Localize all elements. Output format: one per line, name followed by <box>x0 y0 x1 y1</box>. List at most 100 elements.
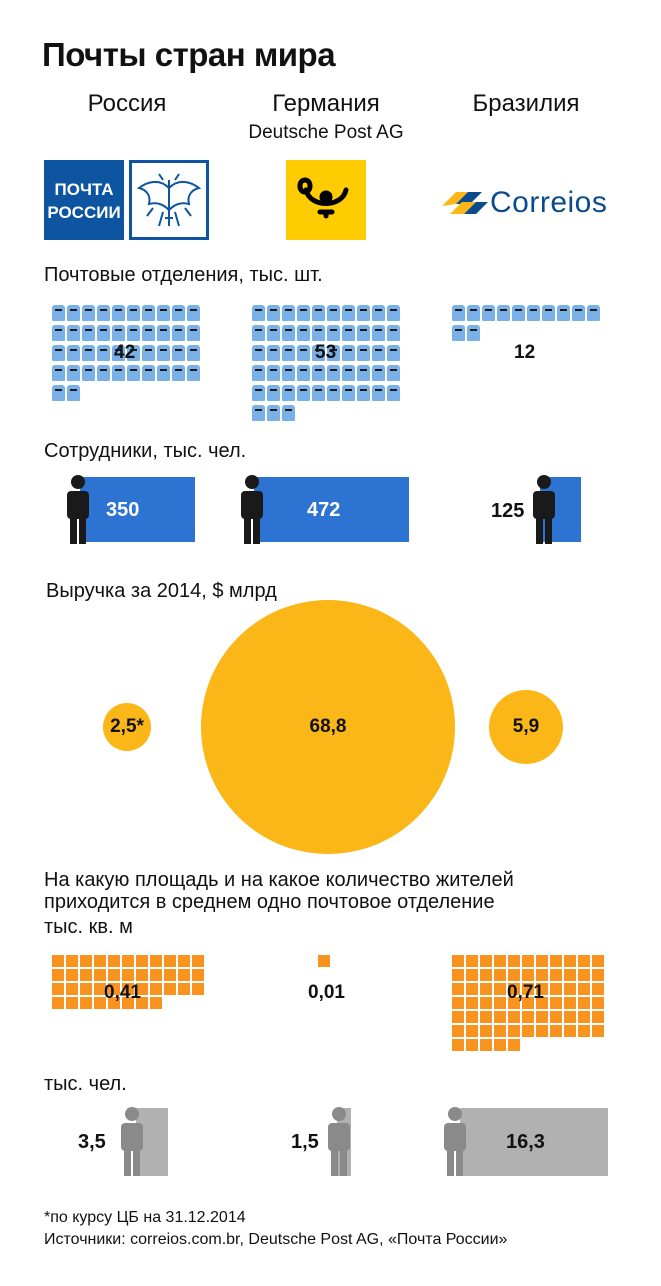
russian-eagle-emblem <box>129 160 209 240</box>
post-office-icon <box>67 365 80 381</box>
area-square <box>480 1039 492 1051</box>
area-square <box>592 983 604 995</box>
area-square <box>136 983 148 995</box>
area-square <box>94 955 106 967</box>
area-square <box>536 955 548 967</box>
post-office-icon <box>372 305 385 321</box>
area-square <box>564 983 576 995</box>
post-office-icon <box>357 365 370 381</box>
area-square <box>66 997 78 1009</box>
post-office-icon <box>187 325 200 341</box>
area-square <box>122 969 134 981</box>
area-square <box>592 1025 604 1037</box>
per-office-label-line1: На какую площадь и на какое количество ж… <box>44 869 514 891</box>
area-square <box>480 1011 492 1023</box>
area-square <box>578 1025 590 1037</box>
post-office-icon <box>282 405 295 421</box>
revenue-circle-russia: 2,5* <box>103 703 151 751</box>
post-office-icon <box>97 325 110 341</box>
person-icon-gray-brazil <box>441 1106 469 1178</box>
area-square <box>592 955 604 967</box>
post-office-icon <box>327 365 340 381</box>
post-office-icon <box>282 385 295 401</box>
area-square <box>508 1025 520 1037</box>
post-office-icon <box>297 305 310 321</box>
post-office-icon <box>252 305 265 321</box>
post-office-icon <box>327 385 340 401</box>
staff-bar-germany <box>254 477 409 542</box>
area-square <box>80 969 92 981</box>
area-square <box>192 955 204 967</box>
area-square <box>536 1025 548 1037</box>
offices-value-russia: 42 <box>114 342 136 363</box>
area-square <box>80 997 92 1009</box>
area-square <box>578 983 590 995</box>
post-office-icon <box>342 365 355 381</box>
revenue-circle-brazil: 5,9 <box>489 690 563 764</box>
area-square <box>466 997 478 1009</box>
area-square <box>164 955 176 967</box>
post-office-icon <box>52 305 65 321</box>
area-square <box>550 997 562 1009</box>
post-office-icon <box>342 385 355 401</box>
post-office-icon <box>97 345 110 361</box>
area-square <box>150 969 162 981</box>
area-square <box>578 997 590 1009</box>
person-icon-germany <box>238 474 266 546</box>
post-office-icon <box>82 325 95 341</box>
post-office-icon <box>312 345 325 361</box>
area-square <box>178 983 190 995</box>
post-office-icon <box>342 345 355 361</box>
area-square <box>522 969 534 981</box>
offices-section-label: Почтовые отделения, тыс. шт. <box>44 264 323 286</box>
revenue-value-germany: 68,8 <box>309 716 347 737</box>
correios-logo: Correios <box>442 182 618 226</box>
post-office-icon <box>282 365 295 381</box>
post-office-icon <box>297 365 310 381</box>
post-office-icon <box>542 305 555 321</box>
area-square <box>452 983 464 995</box>
post-office-icon <box>282 305 295 321</box>
post-office-icon <box>482 305 495 321</box>
post-office-icon <box>327 325 340 341</box>
area-square <box>550 955 562 967</box>
post-office-icon <box>342 305 355 321</box>
post-office-icon <box>312 325 325 341</box>
post-office-icon <box>372 345 385 361</box>
people-unit-label: тыс. чел. <box>44 1073 127 1095</box>
area-square <box>508 983 520 995</box>
person-icon-russia <box>64 474 92 546</box>
post-office-icon <box>327 305 340 321</box>
post-office-icon <box>267 365 280 381</box>
post-office-icon <box>127 325 140 341</box>
area-square <box>494 1025 506 1037</box>
area-square <box>480 983 492 995</box>
post-office-icon <box>67 325 80 341</box>
post-office-icon <box>267 325 280 341</box>
post-office-icon <box>157 325 170 341</box>
staff-section-label: Сотрудники, тыс. чел. <box>44 440 247 462</box>
post-office-icon <box>112 365 125 381</box>
page-title: Почты стран мира <box>42 36 336 73</box>
post-office-icon <box>97 305 110 321</box>
staff-bar-russia <box>80 477 195 542</box>
post-office-icon <box>267 345 280 361</box>
area-square <box>178 955 190 967</box>
area-square <box>494 955 506 967</box>
area-square <box>150 983 162 995</box>
area-square <box>66 955 78 967</box>
post-office-icon <box>67 345 80 361</box>
germany-company-name: Deutsche Post AG <box>248 122 404 143</box>
logo-text-line1: ПОЧТА <box>54 180 114 199</box>
post-office-icon <box>297 345 310 361</box>
area-square <box>192 983 204 995</box>
area-square <box>94 997 106 1009</box>
area-square <box>522 983 534 995</box>
post-office-icon <box>452 325 465 341</box>
person-icon-gray-russia <box>118 1106 146 1178</box>
post-office-icon <box>312 385 325 401</box>
offices-value-germany: 53 <box>315 342 337 363</box>
area-square <box>466 1011 478 1023</box>
post-office-icon <box>252 405 265 421</box>
revenue-section-label: Выручка за 2014, $ млрд <box>46 580 277 602</box>
